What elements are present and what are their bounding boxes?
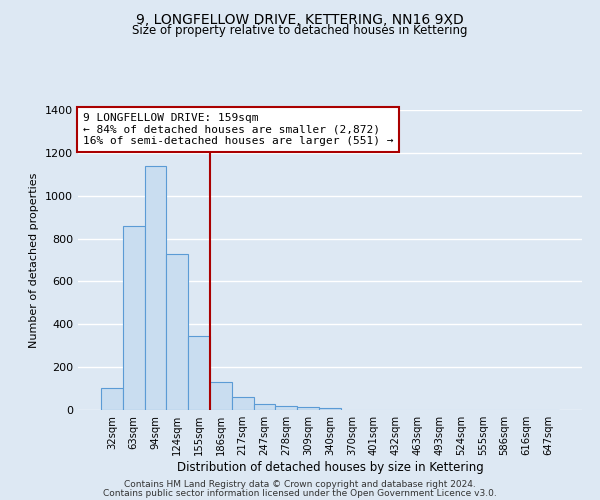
- Bar: [254, 404, 275, 410]
- Text: Contains HM Land Registry data © Crown copyright and database right 2024.: Contains HM Land Registry data © Crown c…: [124, 480, 476, 489]
- Text: Size of property relative to detached houses in Kettering: Size of property relative to detached ho…: [132, 24, 468, 37]
- Bar: [101, 388, 123, 410]
- Bar: [319, 408, 341, 410]
- Text: 9 LONGFELLOW DRIVE: 159sqm
← 84% of detached houses are smaller (2,872)
16% of s: 9 LONGFELLOW DRIVE: 159sqm ← 84% of deta…: [83, 113, 394, 146]
- Bar: [275, 406, 297, 410]
- Bar: [188, 336, 210, 410]
- Text: 9, LONGFELLOW DRIVE, KETTERING, NN16 9XD: 9, LONGFELLOW DRIVE, KETTERING, NN16 9XD: [136, 12, 464, 26]
- Bar: [145, 166, 166, 410]
- Y-axis label: Number of detached properties: Number of detached properties: [29, 172, 40, 348]
- Text: Contains public sector information licensed under the Open Government Licence v3: Contains public sector information licen…: [103, 488, 497, 498]
- Bar: [232, 396, 254, 410]
- Bar: [166, 254, 188, 410]
- Bar: [210, 382, 232, 410]
- X-axis label: Distribution of detached houses by size in Kettering: Distribution of detached houses by size …: [176, 461, 484, 474]
- Bar: [123, 226, 145, 410]
- Bar: [297, 407, 319, 410]
